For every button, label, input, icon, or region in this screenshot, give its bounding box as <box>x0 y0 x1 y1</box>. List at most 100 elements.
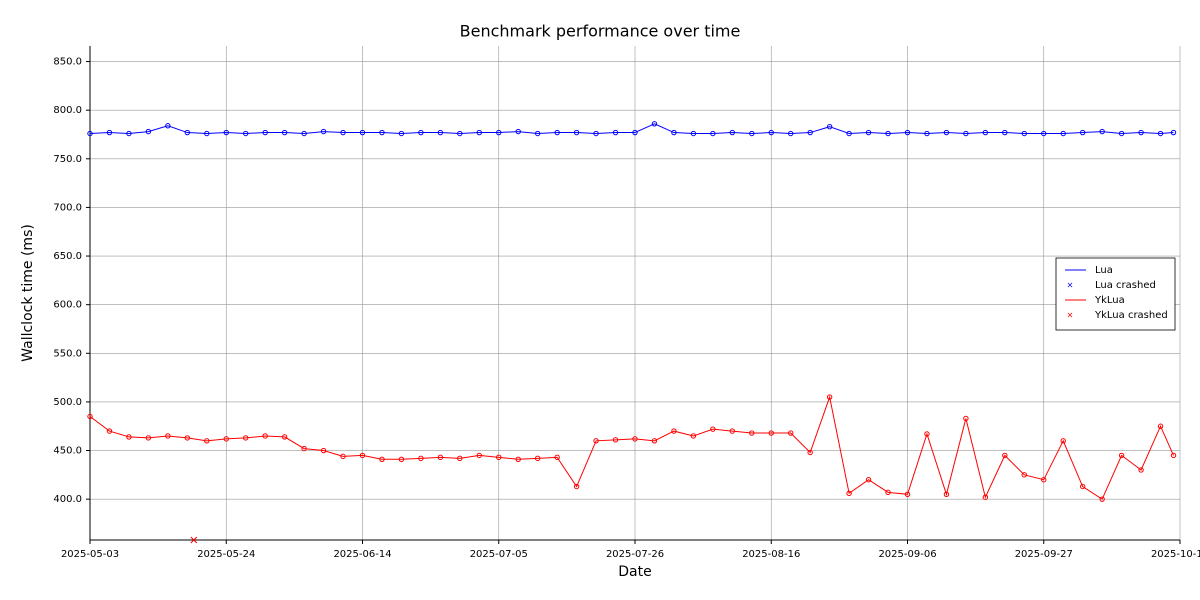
point <box>281 129 288 136</box>
point <box>904 491 911 497</box>
point <box>1002 129 1008 136</box>
point <box>1041 477 1047 483</box>
point <box>1170 452 1177 459</box>
point <box>846 490 852 497</box>
point <box>1021 472 1027 478</box>
point <box>788 430 794 436</box>
x-tick-label: 2025-05-24 <box>197 549 255 560</box>
point <box>1099 496 1105 502</box>
y-tick-label: 800.0 <box>53 105 82 116</box>
point <box>1170 129 1177 136</box>
series <box>87 121 1177 137</box>
point <box>885 489 891 496</box>
point <box>340 453 346 460</box>
series-line <box>89 395 1174 500</box>
point <box>223 436 229 442</box>
point <box>1118 452 1125 459</box>
point <box>632 129 638 136</box>
point <box>788 130 794 137</box>
y-tick-label: 700.0 <box>53 202 82 213</box>
point <box>398 130 405 137</box>
point <box>126 130 132 137</box>
point <box>437 454 444 461</box>
legend-label: Lua crashed <box>1095 280 1156 291</box>
point <box>476 452 482 459</box>
point <box>690 433 697 439</box>
point <box>359 129 366 136</box>
point <box>1157 130 1164 137</box>
y-tick-label: 500.0 <box>53 397 82 408</box>
point <box>943 491 950 497</box>
point <box>457 130 463 137</box>
point <box>184 129 191 136</box>
point <box>398 456 405 462</box>
legend-label: YkLua <box>1094 295 1125 306</box>
point <box>826 394 833 400</box>
point <box>106 428 113 434</box>
point <box>904 129 911 136</box>
point <box>301 130 307 137</box>
point <box>554 129 560 136</box>
point <box>1079 483 1086 490</box>
point <box>963 415 969 422</box>
x-axis-label: Date <box>618 564 651 580</box>
y-tick-label: 550.0 <box>53 348 82 359</box>
point <box>496 129 502 136</box>
point <box>457 455 463 462</box>
point <box>204 438 210 444</box>
point <box>749 130 755 137</box>
point <box>184 435 191 441</box>
point <box>671 428 677 434</box>
point <box>963 130 969 137</box>
point <box>593 130 599 137</box>
point <box>262 129 268 136</box>
point <box>204 130 210 137</box>
point <box>710 426 716 432</box>
point <box>982 129 989 136</box>
point <box>534 130 541 137</box>
point <box>87 130 93 137</box>
point <box>768 430 774 436</box>
point <box>554 454 560 461</box>
x-tick-label: 2025-09-06 <box>878 549 936 560</box>
point <box>729 428 736 434</box>
point <box>729 129 736 136</box>
point <box>749 430 755 436</box>
point <box>418 129 424 136</box>
point <box>865 477 872 483</box>
point <box>943 129 950 136</box>
legend-swatch <box>1067 312 1073 318</box>
point <box>826 124 833 130</box>
point <box>320 128 327 135</box>
legend-label: Lua <box>1095 265 1113 276</box>
point <box>710 130 716 137</box>
series <box>190 536 198 544</box>
point <box>1002 452 1008 459</box>
point <box>106 129 113 136</box>
point <box>573 129 580 136</box>
point <box>243 435 249 441</box>
legend-swatch <box>1067 282 1073 288</box>
point <box>846 130 852 137</box>
point <box>476 129 482 136</box>
point <box>651 438 658 444</box>
point <box>1060 130 1066 137</box>
crash-point <box>190 536 198 544</box>
x-tick-label: 2025-05-03 <box>61 549 119 560</box>
point <box>515 128 521 135</box>
point <box>807 129 813 136</box>
point <box>379 129 385 136</box>
legend: Lua Lua crashed YkLua YkLua crashed <box>1055 257 1176 331</box>
x-tick-label: 2025-09-27 <box>1015 549 1073 560</box>
point <box>496 454 502 461</box>
point <box>865 129 872 136</box>
point <box>1138 129 1144 136</box>
point <box>262 433 268 439</box>
point <box>437 129 444 136</box>
point <box>982 494 989 500</box>
point <box>145 435 152 441</box>
point <box>418 455 424 462</box>
point <box>165 433 171 439</box>
